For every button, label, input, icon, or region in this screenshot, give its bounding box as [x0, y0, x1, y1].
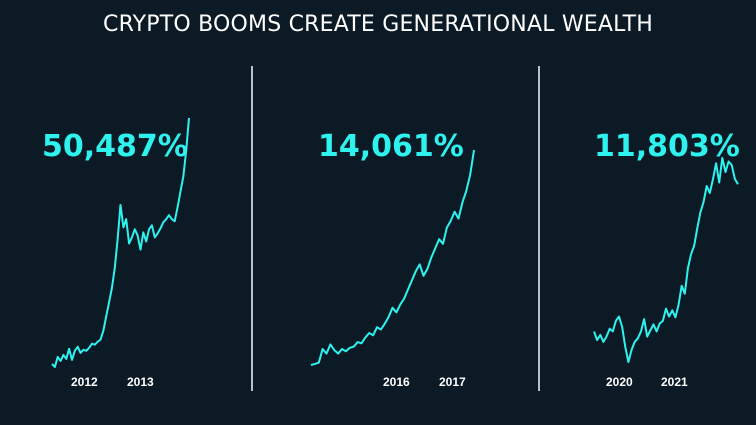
boom-1-price-line — [51, 117, 190, 368]
boom-1-xtick-0: 2012 — [71, 375, 98, 389]
boom-2-xtick-1: 2017 — [439, 375, 466, 389]
boom-3-gain-label: 11,803% — [594, 129, 740, 164]
boom-1-gain-label: 50,487% — [42, 129, 188, 164]
boom-2-xtick-0: 2016 — [383, 375, 410, 389]
boom-3-price-line — [593, 157, 739, 363]
boom-3-xtick-0: 2020 — [606, 375, 633, 389]
boom-2-gain-label: 14,061% — [318, 129, 464, 164]
boom-2-price-line — [310, 149, 475, 366]
boom-3-xtick-1: 2021 — [661, 375, 688, 389]
panel-divider-1 — [251, 66, 253, 391]
panel-divider-2 — [538, 66, 540, 391]
chart-title: CRYPTO BOOMS CREATE GENERATIONAL WEALTH — [103, 12, 653, 37]
boom-1-xtick-1: 2013 — [127, 375, 154, 389]
